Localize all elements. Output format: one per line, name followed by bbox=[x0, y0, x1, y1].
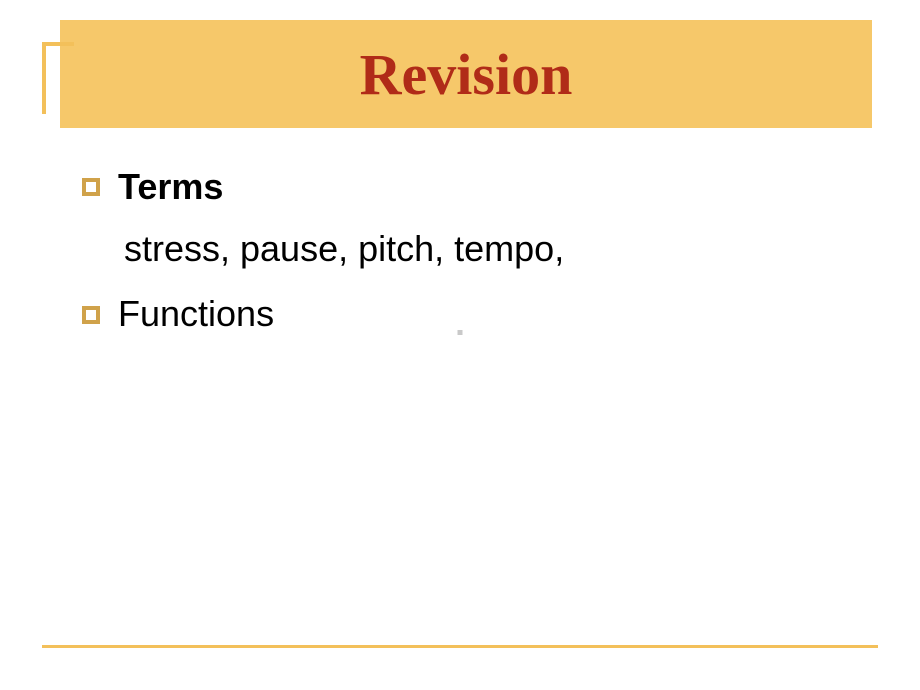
slide: Revision Terms stress, pause, pitch, tem… bbox=[0, 0, 920, 690]
title-banner: Revision bbox=[60, 20, 872, 128]
bullet-label: Functions bbox=[118, 291, 274, 338]
bullet-subtext: stress, pause, pitch, tempo, bbox=[124, 225, 878, 274]
bullet-label: Terms bbox=[118, 164, 223, 211]
center-dot-icon bbox=[458, 330, 463, 335]
slide-title: Revision bbox=[360, 41, 573, 108]
title-bar: Revision bbox=[60, 20, 872, 128]
bullet-icon bbox=[82, 306, 100, 324]
bullet-icon bbox=[82, 178, 100, 196]
list-item: Functions bbox=[82, 291, 878, 338]
bottom-divider bbox=[42, 645, 878, 648]
title-accent-horizontal bbox=[42, 42, 74, 46]
list-item: Terms bbox=[82, 164, 878, 211]
content-area: Terms stress, pause, pitch, tempo, Funct… bbox=[82, 164, 878, 338]
title-accent-vertical bbox=[42, 42, 46, 114]
